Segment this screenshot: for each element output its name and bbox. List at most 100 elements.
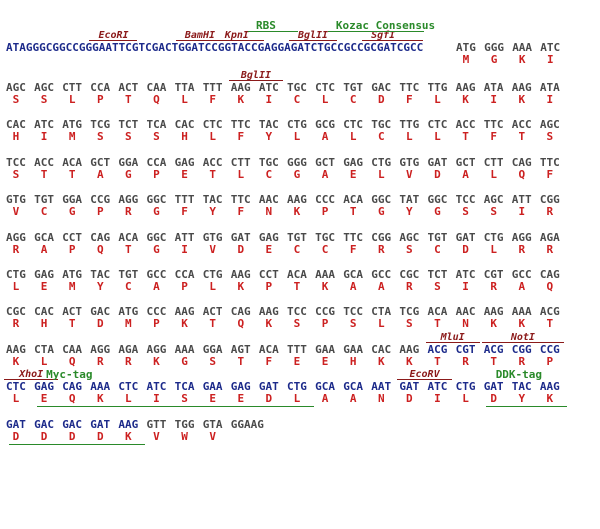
codon: CCC <box>315 193 335 207</box>
feature-label: RBS <box>256 19 276 32</box>
amino-acid: P <box>153 167 160 181</box>
amino-acid: S <box>462 205 469 219</box>
codon: GCT <box>455 155 476 169</box>
codon: GAT <box>483 380 504 394</box>
codon: ATC <box>258 81 279 94</box>
codon: TCA <box>174 380 195 394</box>
amino-acid: S <box>125 130 132 144</box>
amino-acid: K <box>518 93 526 106</box>
amino-acid: L <box>377 167 385 181</box>
amino-acid: G <box>434 205 441 219</box>
codon: GGC <box>371 193 392 207</box>
codon: AAG <box>174 305 195 319</box>
codon: GCT <box>90 155 111 169</box>
amino-acid: I <box>265 93 273 106</box>
codon: CTC <box>343 118 364 132</box>
codon: CTC <box>118 380 139 394</box>
codon: GAT <box>258 380 279 394</box>
codon: CTG <box>202 268 223 281</box>
codon: CTG <box>287 118 307 132</box>
codon: AAG <box>511 81 532 94</box>
amino-acid: K <box>12 354 20 368</box>
amino-acid: E <box>40 280 48 293</box>
restriction-site-label: BglII <box>240 70 271 81</box>
amino-acid: K <box>490 317 497 331</box>
amino-acid: R <box>490 280 497 293</box>
codon: GAC <box>34 417 54 431</box>
restriction-site-label: XhoI <box>19 369 44 381</box>
amino-acid: S <box>40 93 48 106</box>
codon: CCT <box>258 268 279 281</box>
codon: AAA <box>512 41 533 54</box>
amino-acid: K <box>125 429 132 443</box>
codon: TCG <box>90 118 111 132</box>
amino-acid: F <box>209 93 216 106</box>
amino-acid: G <box>153 242 160 256</box>
codon: TTC <box>343 230 364 244</box>
codon: CTC <box>6 380 26 394</box>
codon: AAA <box>315 268 335 281</box>
amino-acid: D <box>68 429 76 443</box>
codon: ACT <box>62 305 83 319</box>
amino-acid: E <box>181 167 188 181</box>
amino-acid: F <box>181 205 188 219</box>
restriction-site-underline <box>481 341 564 343</box>
amino-acid: S <box>12 167 20 181</box>
amino-acid: L <box>490 167 497 181</box>
amino-acid: G <box>68 205 76 219</box>
codon: GAG <box>230 380 251 394</box>
codon: GAG <box>343 155 364 169</box>
amino-acid: T <box>68 167 76 181</box>
amino-acid: T <box>209 317 216 331</box>
codon: GCA <box>343 268 364 281</box>
codon: ACA <box>287 268 307 281</box>
amino-acid: N <box>377 392 385 406</box>
codon: TCA <box>146 118 167 132</box>
codon: TGT <box>118 268 139 281</box>
amino-acid: E <box>349 167 357 181</box>
codon: CAG <box>230 305 251 319</box>
amino-acid: T <box>209 167 216 181</box>
restriction-site-label: NotI <box>510 331 535 343</box>
codon: GGA <box>202 342 223 356</box>
amino-acid: Q <box>68 392 76 406</box>
codon: GGG <box>287 155 307 169</box>
codon: TCC <box>287 305 307 319</box>
amino-acid: S <box>349 317 357 331</box>
codon: GGC <box>146 230 167 244</box>
amino-acid: L <box>349 130 357 144</box>
codon: ACA <box>62 155 83 169</box>
amino-acid: L <box>125 392 132 406</box>
amino-acid: F <box>265 354 273 368</box>
codon: CCC <box>146 305 167 319</box>
amino-acid: L <box>462 392 469 406</box>
amino-acid: P <box>321 317 329 331</box>
codon: TCC <box>6 155 26 169</box>
codon: AAG <box>483 305 504 319</box>
amino-acid: T <box>293 280 301 293</box>
amino-acid: L <box>40 354 48 368</box>
amino-acid: A <box>518 280 526 293</box>
codon: CTT <box>230 155 251 169</box>
amino-acid: R <box>518 354 526 368</box>
codon: ACT <box>118 81 139 94</box>
codon: GCT <box>315 155 335 169</box>
codon: CTT <box>62 81 83 94</box>
restriction-site-label: KpnI <box>224 30 249 41</box>
amino-acid: S <box>153 130 160 144</box>
codon: GCA <box>34 230 54 244</box>
codon: ATT <box>511 193 532 207</box>
codon: GCC <box>511 268 532 281</box>
codon: CTG <box>6 268 26 281</box>
codon: CGC <box>399 268 420 281</box>
header-sequence: ATAGGGCGGCCGGGAATTCGTCGACTGGATCCGGTACCGA… <box>6 41 424 54</box>
amino-acid: L <box>434 130 441 144</box>
feature-underline <box>248 31 298 32</box>
amino-acid: S <box>12 93 20 106</box>
codon: ATC <box>427 380 448 394</box>
amino-acid: T <box>546 317 554 331</box>
codon: CAC <box>371 342 392 356</box>
codon: AAG <box>287 193 307 207</box>
amino-acid: C <box>377 130 385 144</box>
amino-acid: A <box>321 167 329 181</box>
